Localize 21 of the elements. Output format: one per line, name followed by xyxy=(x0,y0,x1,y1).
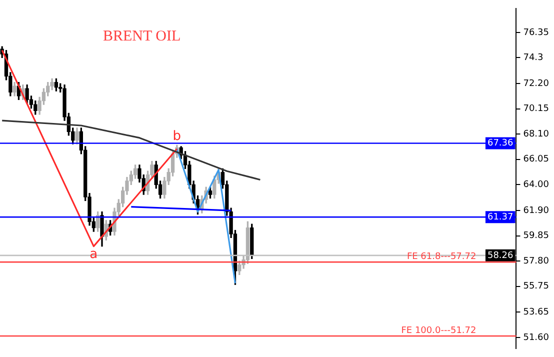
text: BRENT OIL xyxy=(103,28,181,44)
y-tick-label: 72.20 xyxy=(523,78,550,89)
y-tick-label: 74.3 xyxy=(523,53,544,64)
ref-line-label: 58.26 xyxy=(487,250,514,261)
y-tick-label: 61.90 xyxy=(523,206,550,216)
y-tick-label: 64.00 xyxy=(523,180,550,190)
y-tick-label: 59.85 xyxy=(523,231,549,242)
y-tick-label: 76.35 xyxy=(523,28,549,38)
annotation: a xyxy=(90,247,98,262)
ref-line-label: FE 100.0---51.72 xyxy=(401,326,476,336)
y-tick-label: 53.65 xyxy=(523,308,549,318)
ref-line-label: 67.36 xyxy=(487,138,514,149)
y-tick-label: 55.75 xyxy=(523,282,549,292)
annotation: b xyxy=(172,128,182,144)
y-tick-label: 70.15 xyxy=(523,104,549,114)
y-tick-label: 57.80 xyxy=(523,256,550,266)
ref-line-label: 61.37 xyxy=(487,212,514,222)
y-tick-label: 68.10 xyxy=(523,129,550,140)
ref-line-label: FE 61.8---57.72 xyxy=(406,252,476,262)
y-tick-label: 51.60 xyxy=(523,332,550,343)
y-tick-label: 66.05 xyxy=(523,154,549,165)
